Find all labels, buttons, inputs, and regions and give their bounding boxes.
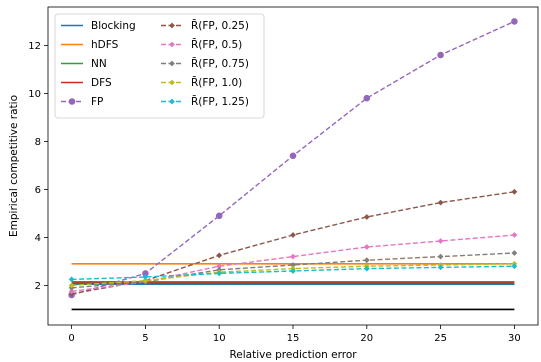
x-tick-label: 5 — [142, 333, 148, 344]
data-point — [68, 288, 75, 295]
y-tick-label: 2 — [35, 281, 41, 292]
data-point — [142, 270, 149, 277]
legend-label: FP — [91, 96, 103, 108]
data-point — [363, 214, 370, 220]
data-point — [437, 264, 444, 271]
data-point — [215, 212, 223, 220]
x-tick-label: 10 — [213, 333, 226, 344]
data-point — [511, 188, 518, 195]
x-axis-ticks: 0 5 10 15 20 25 30 — [68, 325, 521, 344]
legend: Blocking hDFS NN DFS FP R̄(FP, 0.25) R̄(FP, 0.… — [54, 13, 265, 119]
y-axis-label: Empirical competitive ratio — [8, 95, 20, 237]
series-9 — [68, 263, 518, 283]
x-axis-label: Relative prediction error — [229, 349, 357, 361]
legend-box — [54, 13, 265, 119]
data-point — [290, 232, 296, 238]
x-tick-label: 20 — [360, 333, 373, 344]
data-point — [437, 253, 444, 260]
data-point — [437, 238, 444, 244]
legend-item: DFS — [61, 77, 112, 89]
legend-item: FP — [61, 96, 103, 108]
data-point — [68, 98, 76, 105]
legend-item: R̄(FP, 1.25) — [161, 95, 249, 108]
series-layer — [68, 18, 518, 311]
legend-label: R̄(FP, 1.25) — [191, 95, 249, 108]
legend-item: NN — [61, 58, 107, 70]
y-tick-label: 4 — [35, 233, 41, 244]
data-point — [142, 274, 149, 280]
data-point — [216, 270, 223, 277]
data-point — [142, 277, 149, 284]
legend-item: R̄(FP, 1.0) — [161, 76, 242, 89]
legend-item: Blocking — [61, 20, 136, 32]
data-point — [289, 152, 297, 160]
data-point — [363, 94, 371, 102]
data-point — [511, 18, 518, 25]
data-point — [511, 232, 518, 238]
data-point — [290, 253, 296, 260]
legend-label: Blocking — [91, 20, 136, 32]
data-point — [169, 60, 175, 67]
legend-item: R̄(FP, 0.5) — [161, 38, 242, 51]
x-tick-label: 30 — [508, 333, 521, 344]
legend-label: R̄(FP, 1.0) — [191, 76, 242, 89]
legend-item: hDFS — [61, 39, 119, 51]
data-point — [68, 276, 75, 283]
data-point — [363, 244, 370, 250]
data-point — [169, 22, 175, 29]
data-point — [363, 257, 370, 264]
legend-label: R̄(FP, 0.75) — [191, 57, 249, 70]
data-point — [216, 252, 223, 259]
data-point — [169, 98, 175, 105]
y-axis-ticks: 2 4 6 8 10 12 — [28, 41, 48, 292]
data-point — [511, 263, 518, 270]
data-point — [290, 268, 296, 274]
data-point — [290, 262, 296, 268]
x-tick-label: 25 — [434, 333, 447, 344]
legend-item: R̄(FP, 0.25) — [161, 19, 249, 32]
data-point — [169, 41, 175, 48]
y-tick-label: 8 — [35, 137, 41, 148]
legend-label: DFS — [91, 77, 112, 89]
data-point — [437, 199, 444, 206]
legend-label: hDFS — [91, 39, 119, 51]
data-point — [68, 282, 75, 289]
x-tick-label: 0 — [68, 333, 74, 344]
y-tick-label: 6 — [35, 185, 41, 196]
data-point — [511, 250, 518, 256]
y-tick-label: 12 — [28, 41, 41, 52]
data-point — [437, 51, 444, 59]
data-point — [363, 265, 370, 272]
data-point — [216, 263, 223, 270]
legend-label: R̄(FP, 0.25) — [191, 19, 249, 32]
legend-item: R̄(FP, 0.75) — [161, 57, 249, 70]
x-tick-label: 15 — [287, 333, 300, 344]
legend-label: NN — [91, 58, 107, 70]
y-tick-label: 10 — [28, 89, 41, 100]
legend-label: R̄(FP, 0.5) — [191, 38, 242, 51]
data-point — [169, 79, 175, 86]
